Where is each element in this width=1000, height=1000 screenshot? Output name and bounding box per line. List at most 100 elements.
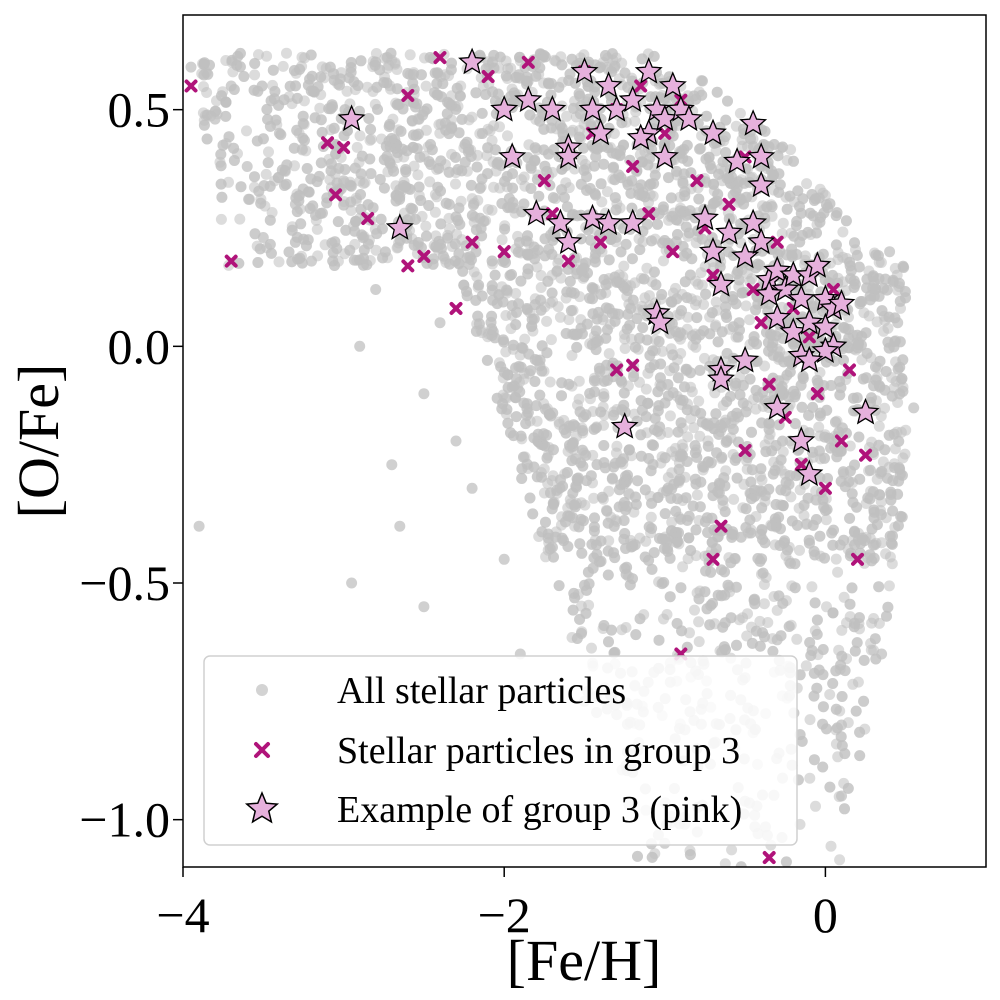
- cloud-particle: [900, 424, 912, 436]
- cloud-particle: [523, 348, 535, 360]
- cloud-particle: [316, 126, 328, 138]
- cloud-particle: [355, 189, 366, 200]
- cloud-particle: [545, 334, 557, 346]
- cloud-particle: [705, 163, 717, 175]
- cloud-particle: [883, 580, 895, 592]
- cloud-particle: [759, 490, 771, 502]
- cloud-particle: [548, 551, 559, 563]
- cloud-particle: [694, 329, 706, 341]
- cloud-particle: [672, 426, 684, 438]
- cloud-particle: [633, 189, 645, 200]
- cloud-particle: [873, 581, 885, 593]
- cloud-particle: [358, 178, 370, 189]
- cloud-particle: [516, 463, 528, 475]
- cloud-particle: [883, 429, 895, 441]
- cloud-particle: [796, 401, 808, 413]
- cloud-particle: [556, 184, 568, 196]
- cloud-particle: [571, 328, 583, 340]
- cloud-particle: [444, 258, 456, 270]
- cloud-particle: [435, 155, 447, 167]
- cloud-particle: [252, 257, 264, 268]
- cloud-particle: [574, 108, 586, 120]
- cloud-particle: [630, 491, 641, 503]
- cloud-particle: [825, 380, 837, 391]
- cloud-particle: [791, 215, 803, 227]
- cloud-particle: [824, 689, 836, 700]
- cloud-particle: [465, 179, 477, 191]
- cloud-particle: [619, 343, 631, 354]
- cloud-particle: [603, 636, 614, 648]
- cloud-particle: [391, 83, 403, 95]
- cloud-particle: [539, 233, 551, 245]
- cloud-particle: [313, 170, 325, 182]
- cloud-particle: [749, 484, 760, 496]
- cloud-particle: [881, 284, 893, 296]
- cloud-particle: [691, 489, 703, 501]
- cloud-particle: [291, 92, 303, 104]
- cloud-particle: [315, 157, 327, 169]
- cloud-particle: [725, 390, 736, 402]
- cloud-particle: [534, 115, 546, 127]
- cloud-particle: [830, 703, 842, 715]
- cloud-particle: [586, 642, 597, 654]
- cloud-particle: [261, 50, 273, 62]
- cloud-particle: [758, 598, 770, 610]
- cloud-particle: [852, 338, 864, 350]
- cloud-particle: [590, 151, 602, 163]
- cloud-particle: [349, 225, 361, 237]
- cloud-particle: [632, 475, 643, 487]
- cloud-particle: [688, 422, 700, 434]
- cloud-particle: [516, 473, 528, 484]
- cloud-particle: [892, 520, 904, 532]
- cloud-particle: [761, 326, 772, 338]
- cloud-particle: [800, 660, 812, 672]
- cloud-particle: [345, 196, 357, 208]
- cloud-particle: [828, 524, 839, 536]
- cloud-particle: [529, 376, 541, 387]
- cloud-particle: [897, 354, 909, 366]
- cloud-particle: [882, 322, 894, 334]
- cloud-particle: [814, 472, 826, 484]
- cloud-particle: [370, 244, 382, 256]
- cloud-particle: [689, 604, 700, 616]
- cloud-particle: [690, 341, 702, 353]
- cloud-particle: [332, 216, 344, 228]
- cloud-particle: [580, 607, 592, 619]
- cloud-particle: [835, 731, 847, 743]
- cloud-particle: [876, 466, 888, 477]
- cloud-particle: [357, 232, 369, 244]
- cloud-particle: [615, 172, 627, 184]
- cloud-particle: [576, 444, 588, 456]
- cloud-particle: [395, 125, 407, 137]
- cloud-particle: [665, 192, 677, 204]
- cloud-particle: [588, 525, 600, 537]
- cloud-particle: [843, 476, 855, 488]
- cloud-particle: [731, 268, 743, 280]
- cloud-particle: [456, 165, 468, 177]
- cloud-particle: [818, 207, 830, 219]
- cloud-particle: [524, 109, 536, 121]
- cloud-particle: [355, 55, 367, 67]
- cloud-particle: [362, 199, 374, 211]
- cloud-particle: [699, 516, 711, 528]
- cloud-particle: [629, 115, 641, 127]
- cloud-particle: [887, 505, 899, 517]
- cloud-particle: [808, 754, 820, 766]
- cloud-particle: [737, 397, 749, 409]
- cloud-particle: [547, 192, 559, 204]
- cloud-particle: [845, 273, 857, 285]
- cloud-particle: [835, 475, 847, 487]
- cloud-particle: [541, 452, 553, 464]
- cloud-particle: [534, 389, 546, 401]
- cloud-particle: [386, 133, 398, 144]
- cloud-particle: [838, 534, 850, 546]
- cloud-particle: [681, 292, 693, 304]
- cloud-particle: [326, 237, 338, 249]
- cloud-particle: [727, 294, 739, 306]
- cloud-particle: [216, 191, 228, 203]
- cloud-particle: [569, 163, 581, 175]
- cloud-particle: [576, 547, 588, 559]
- cloud-particle: [754, 615, 766, 627]
- cloud-particle: [632, 850, 643, 862]
- cloud-particle: [684, 269, 696, 281]
